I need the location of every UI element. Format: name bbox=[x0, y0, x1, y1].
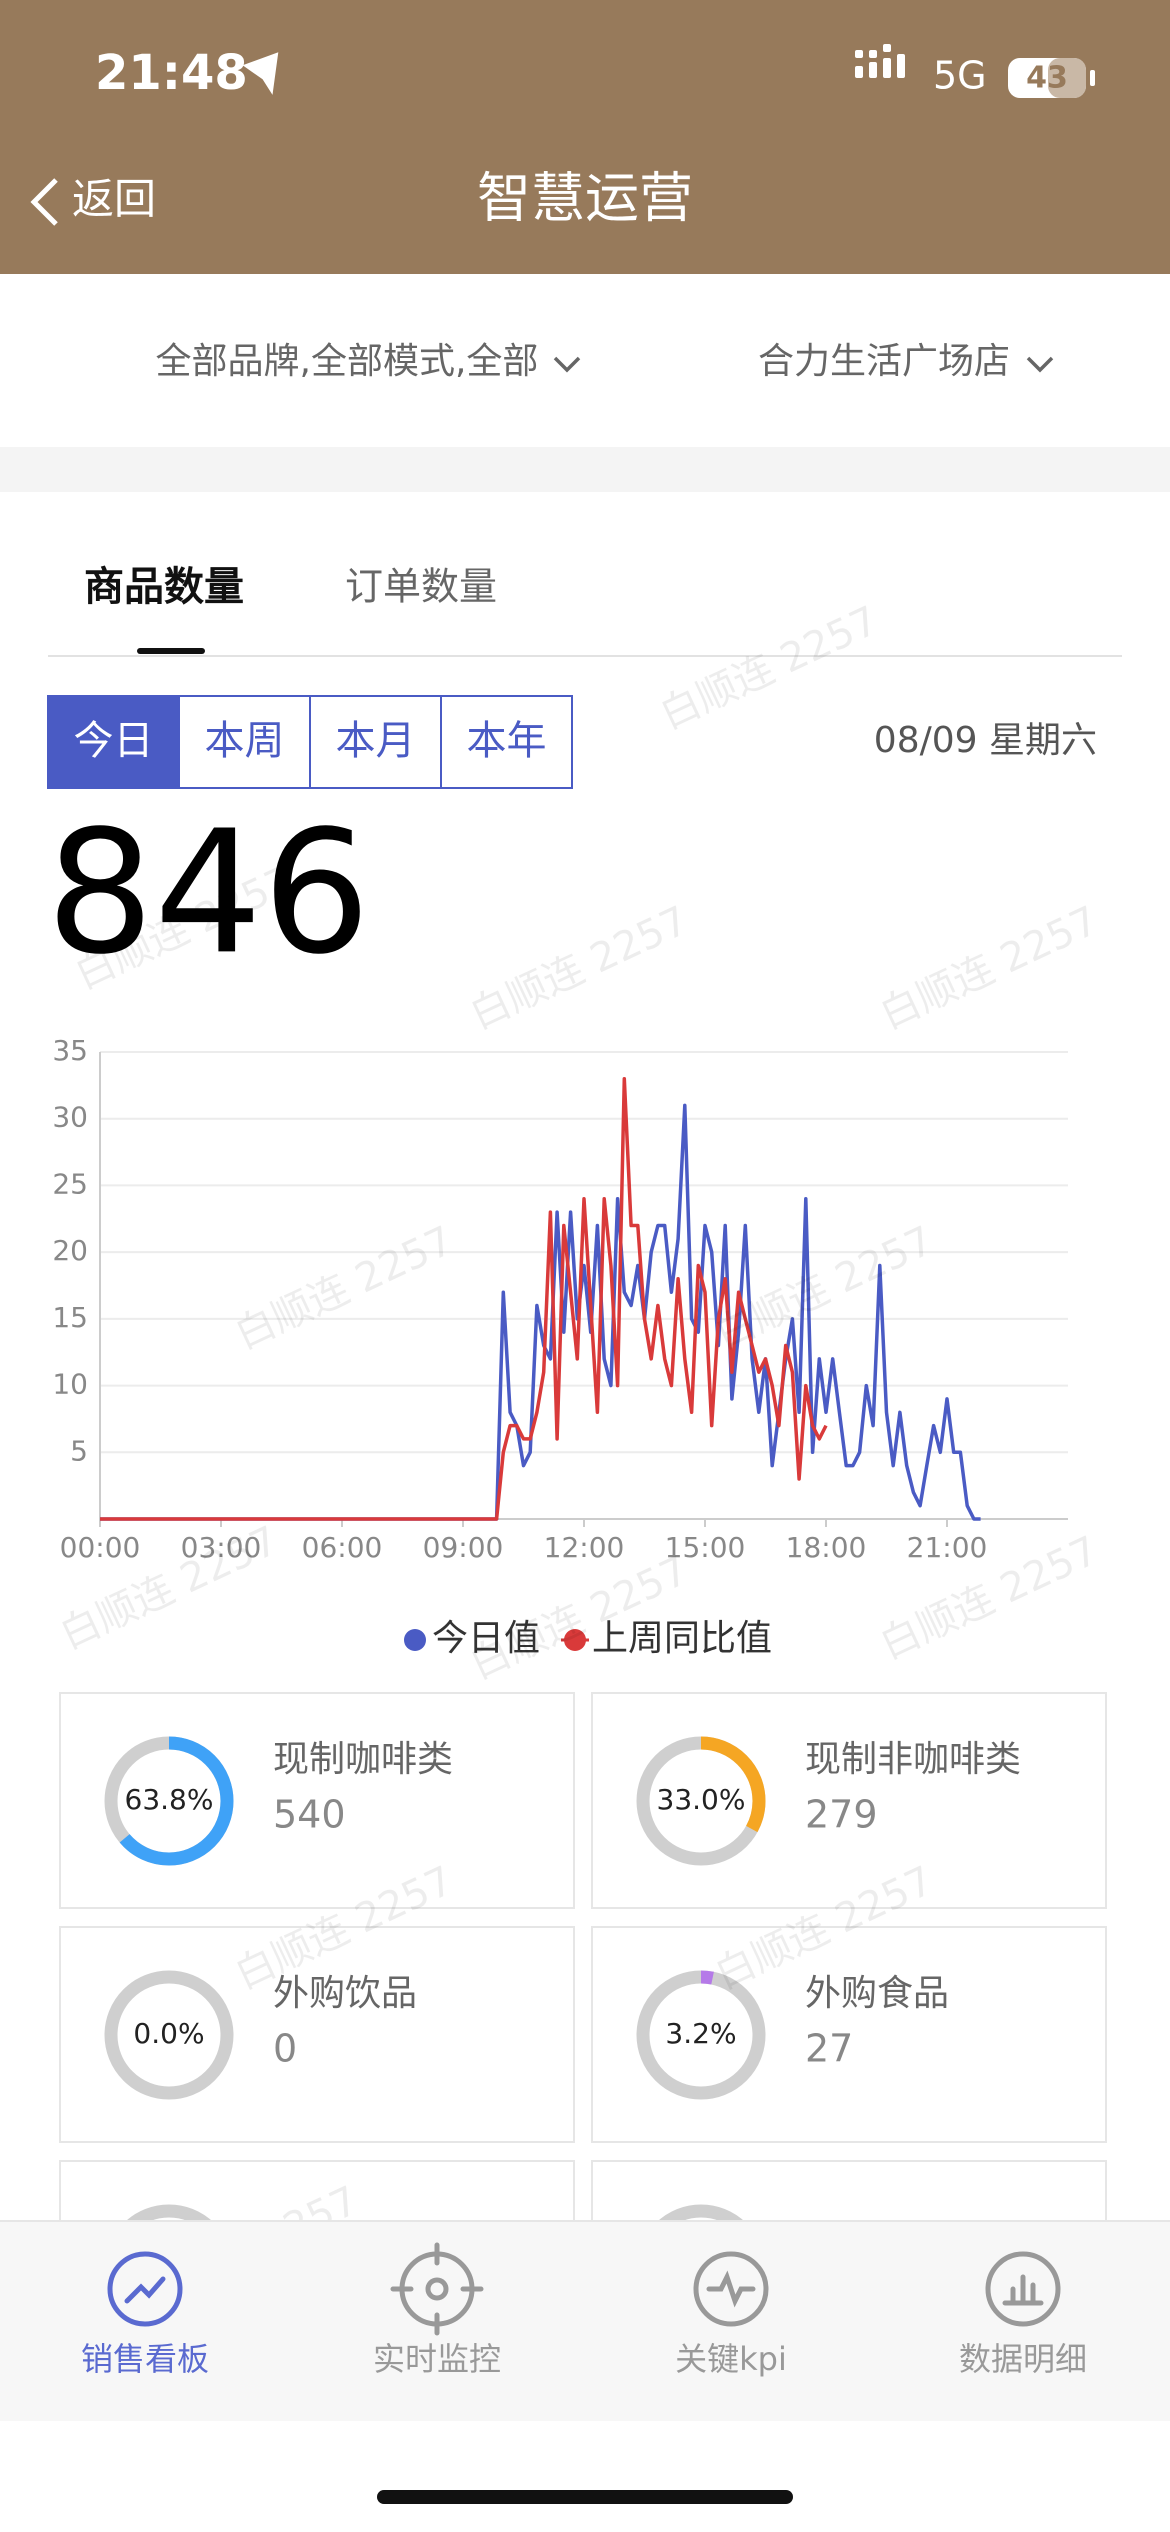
watermark: 白顺连 2257 bbox=[463, 898, 695, 1039]
x-tick-label: 00:00 bbox=[60, 1531, 141, 1564]
brand-filter[interactable]: 全部品牌,全部模式,全部 bbox=[156, 341, 539, 382]
donut-arc bbox=[636, 1736, 766, 1866]
tab-label[interactable]: 数据明细 bbox=[959, 2340, 1087, 2378]
period-button[interactable] bbox=[178, 695, 311, 789]
card bbox=[591, 1692, 1107, 1909]
y-tick-label: 5 bbox=[70, 1434, 88, 1467]
tab-label[interactable]: 关键kpi bbox=[675, 2340, 787, 2378]
y-tick-label: 10 bbox=[52, 1368, 88, 1401]
x-tick-label: 09:00 bbox=[423, 1531, 504, 1564]
battery-label: 43 bbox=[1026, 61, 1068, 96]
legend-label[interactable]: 上周同比值 bbox=[592, 1618, 772, 1659]
card bbox=[59, 1692, 575, 1909]
card-count: 27 bbox=[805, 2027, 853, 2071]
card-count: 279 bbox=[805, 1793, 878, 1837]
status-time: 21:48 bbox=[95, 45, 248, 101]
line-chart: 5 10 15 20 25 30 35 00:00 03:00 06:00 09:00 12:00 15… bbox=[52, 1034, 1068, 1564]
home-indicator bbox=[377, 2490, 793, 2504]
card-count: 540 bbox=[273, 1793, 346, 1837]
x-tick-label: 21:00 bbox=[907, 1531, 988, 1564]
back-icon[interactable] bbox=[30, 178, 58, 226]
watermark: 白顺连 2257 bbox=[228, 1218, 460, 1359]
donut-label: 0.0% bbox=[133, 2017, 204, 2050]
network-label: 5G bbox=[933, 54, 987, 98]
donut-arc bbox=[636, 1970, 766, 2100]
dropdown-icon[interactable] bbox=[553, 356, 581, 373]
donut-label: 3.2% bbox=[665, 2017, 736, 2050]
tab-icon[interactable] bbox=[693, 2251, 769, 2327]
dropdown-icon[interactable] bbox=[1026, 356, 1054, 373]
tab-glyph[interactable] bbox=[1002, 2274, 1044, 2306]
x-tick-label: 06:00 bbox=[302, 1531, 383, 1564]
card-count: 0 bbox=[273, 2027, 297, 2071]
tab[interactable]: 订单数量 bbox=[345, 565, 497, 609]
y-tick-label: 20 bbox=[52, 1234, 88, 1267]
y-tick-label: 25 bbox=[52, 1167, 88, 1200]
watermark: 白顺连 2257 bbox=[653, 598, 885, 739]
tab-bar bbox=[0, 2221, 1170, 2421]
donut-label: 33.0% bbox=[657, 1783, 746, 1816]
card bbox=[591, 1926, 1107, 2143]
watermark: 白顺连 2257 bbox=[873, 898, 1105, 1039]
store-filter[interactable]: 合力生活广场店 bbox=[758, 341, 1010, 382]
legend-marker[interactable] bbox=[404, 1629, 426, 1651]
card bbox=[59, 1926, 575, 2143]
x-tick-label: 15:00 bbox=[665, 1531, 746, 1564]
x-tick-label: 03:00 bbox=[181, 1531, 262, 1564]
divider-band bbox=[0, 447, 1170, 492]
legend: 今日值 上周同比值 bbox=[404, 1618, 772, 1659]
tab-icon[interactable] bbox=[107, 2251, 183, 2327]
header-bg bbox=[0, 0, 1170, 274]
period-button[interactable] bbox=[440, 695, 573, 789]
card-name: 外购饮品 bbox=[273, 1973, 417, 2014]
tab-icon[interactable] bbox=[985, 2251, 1061, 2327]
tab-glyph[interactable] bbox=[425, 2277, 449, 2301]
location-icon bbox=[242, 52, 279, 95]
period-label[interactable]: 本月 bbox=[336, 718, 416, 764]
total-value: 846 bbox=[46, 794, 370, 992]
x-tick-label: 18:00 bbox=[786, 1531, 867, 1564]
tab-glyph[interactable] bbox=[706, 2270, 756, 2308]
y-tick-label: 30 bbox=[52, 1101, 88, 1134]
battery-tip bbox=[1090, 70, 1095, 86]
tab-underline bbox=[137, 648, 205, 654]
signal-icon bbox=[855, 44, 905, 78]
legend-label[interactable]: 今日值 bbox=[432, 1618, 540, 1659]
tab-label[interactable]: 实时监控 bbox=[373, 2340, 501, 2378]
legend-marker[interactable] bbox=[564, 1629, 586, 1651]
y-tick-label: 15 bbox=[52, 1301, 88, 1334]
donut-arc bbox=[104, 1736, 234, 1866]
period-selector: 今日 本周 本月 本年 bbox=[47, 695, 573, 789]
period-label[interactable]: 本周 bbox=[205, 718, 285, 764]
period-label[interactable]: 本年 bbox=[467, 718, 547, 764]
card-name: 外购食品 bbox=[805, 1973, 949, 2014]
series-line bbox=[100, 1103, 981, 1521]
tab-label[interactable]: 销售看板 bbox=[81, 2340, 209, 2378]
nav-title: 智慧运营 bbox=[477, 167, 693, 230]
y-tick-label: 35 bbox=[52, 1034, 88, 1067]
donut-track bbox=[104, 1970, 234, 2100]
donut-label: 63.8% bbox=[125, 1783, 214, 1816]
tab-glyph[interactable] bbox=[390, 2242, 484, 2336]
card-name: 现制非咖啡类 bbox=[805, 1739, 1021, 1780]
period-label[interactable]: 今日 bbox=[74, 718, 154, 764]
tab-glyph[interactable] bbox=[124, 2276, 166, 2304]
tab-bar-items: 销售看板 实时监控 关键kpi 数据明细 bbox=[81, 2242, 1087, 2378]
back-button[interactable]: 返回 bbox=[72, 175, 156, 224]
battery-empty bbox=[1048, 58, 1086, 98]
tab-active[interactable]: 商品数量 bbox=[84, 564, 244, 610]
x-tick-label: 12:00 bbox=[544, 1531, 625, 1564]
series-line bbox=[100, 1076, 828, 1521]
card-name: 现制咖啡类 bbox=[273, 1739, 453, 1780]
date-label: 08/09 星期六 bbox=[874, 720, 1097, 761]
